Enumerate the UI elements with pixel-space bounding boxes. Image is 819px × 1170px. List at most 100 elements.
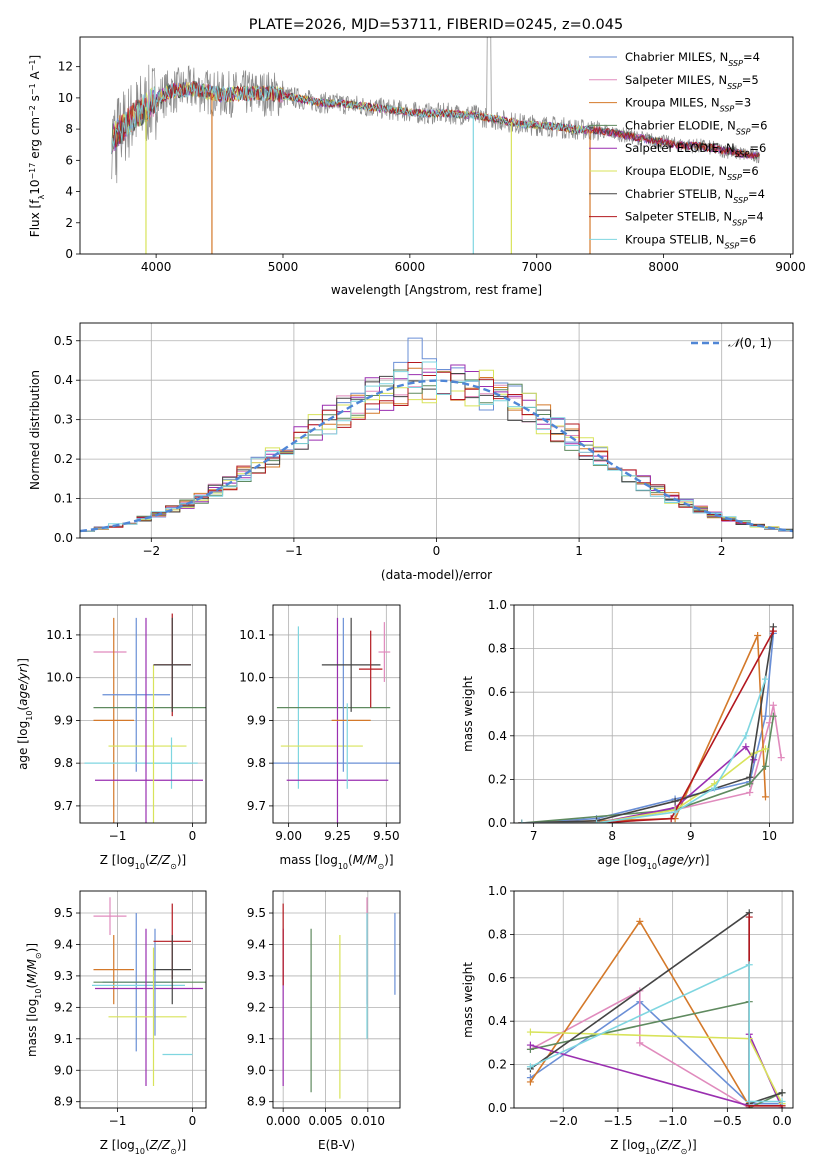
x-axis-label: (data-model)/error <box>381 568 492 582</box>
x-tick-label: 0.0 <box>773 1114 792 1128</box>
y-tick-label: 9.7 <box>247 799 266 813</box>
plot-area <box>111 37 761 254</box>
x-tick-label: 6000 <box>395 260 426 274</box>
panel-spectrum: 4000 5000 6000 7000 8000 9000 0 2 4 6 8 10 12 wavelen… <box>28 36 806 297</box>
legend-entry-kroupa-miles: Kroupa MILES, NSSP=3 <box>625 96 751 114</box>
series-marker-kroupa-miles <box>526 1078 534 1086</box>
x-tick-label: −2 <box>142 544 160 558</box>
x-tick-label: 4000 <box>141 260 172 274</box>
series-marker-chabrier-elodie <box>769 712 777 720</box>
series-marker-salpeter-stelib <box>769 627 777 635</box>
x-tick-label: 9.00 <box>275 829 302 843</box>
y-tick-label: 10 <box>58 91 73 105</box>
plot-area <box>526 909 786 1108</box>
panel-ebv-mass: 0.000 0.005 0.010 8.9 9.0 9.1 9.2 9.3 9.4 9.5 E(B-… <box>247 890 401 1152</box>
y-tick-label: 9.1 <box>247 1032 266 1046</box>
series-marker-kroupa-stelib <box>745 961 753 969</box>
series-marker-kroupa-stelib <box>518 819 526 823</box>
x-tick-label: 7 <box>530 829 538 843</box>
legend-entry-chabrier-elodie: Chabrier ELODIE, NSSP=6 <box>625 118 767 136</box>
x-axis-label: Z [log10(Z/Z⊙)] <box>100 853 186 871</box>
y-tick-label: 9.9 <box>247 713 266 727</box>
legend-entry-chabrier-stelib: Chabrier STELIB, NSSP=4 <box>625 187 765 205</box>
x-tick-label: −1 <box>109 1114 127 1128</box>
y-tick-label: 0.1 <box>54 492 73 506</box>
figure-title: PLATE=2026, MJD=53711, FIBERID=0245, z=0… <box>249 17 623 33</box>
y-tick-label: 10.0 <box>46 671 73 685</box>
y-tick-label: 0.0 <box>488 816 507 830</box>
y-tick-label: 0.6 <box>488 685 507 699</box>
axes-frame <box>79 36 794 255</box>
y-tick-label: 10.1 <box>46 628 73 642</box>
series-marker-salpeter-stelib <box>745 913 753 921</box>
x-tick-label: −2.0 <box>549 1114 578 1128</box>
series-line-kroupa-miles <box>521 635 767 823</box>
panel-Z-mass: −1 0 8.9 9.0 9.1 9.2 9.3 9.4 9.5 Z [log10(Z/Z⊙)] m… <box>25 890 207 1156</box>
y-tick-label: 9.2 <box>54 1000 73 1014</box>
series-marker-kroupa-miles <box>754 632 762 640</box>
y-axis-label: mass [log10(M/M⊙)] <box>25 943 43 1057</box>
x-tick-label: 8 <box>608 829 616 843</box>
x-tick-label: 0.000 <box>266 1114 300 1128</box>
series-marker-kroupa-elodie <box>526 1028 534 1036</box>
series-marker-kroupa-stelib <box>745 1097 753 1105</box>
y-tick-label: 9.3 <box>247 969 266 983</box>
x-tick-label: 9 <box>687 829 695 843</box>
axes-frame <box>79 604 207 824</box>
plot-area <box>92 897 206 1086</box>
series-marker-kroupa-stelib <box>671 808 679 816</box>
x-tick-label: 9000 <box>775 260 806 274</box>
panel-Z-age: −1 0 9.7 9.8 9.9 10.0 10.1 Z [log10(Z/Z⊙)] age [… <box>16 604 207 871</box>
legend: Chabrier MILES, NSSP=4 Salpeter MILES, NS… <box>589 50 767 250</box>
y-tick-label: 4 <box>65 185 73 199</box>
y-tick-label: 9.9 <box>54 713 73 727</box>
panel-mass-age: 9.00 9.25 9.50 9.7 9.8 9.9 10.0 10.1 mass [log10… <box>239 604 401 871</box>
y-tick-label: 1.0 <box>488 598 507 612</box>
y-tick-label: 9.7 <box>54 799 73 813</box>
x-tick-label: −0.5 <box>713 1114 742 1128</box>
y-tick-label: 0.2 <box>488 1058 507 1072</box>
series-line-kroupa-elodie <box>521 748 766 823</box>
series-marker-chabrier-elodie <box>746 780 754 788</box>
legend-entry-kroupa-stelib: Kroupa STELIB, NSSP=6 <box>625 232 756 250</box>
normal-curve <box>80 379 793 533</box>
series-line-kroupa-stelib <box>530 963 783 1103</box>
y-tick-label: 8.9 <box>54 1095 73 1109</box>
y-tick-label: 8.9 <box>247 1095 266 1109</box>
legend-entry-salpeter-miles: Salpeter MILES, NSSP=5 <box>625 73 759 91</box>
y-tick-label: 2 <box>65 216 73 230</box>
x-tick-label: 9.50 <box>373 829 400 843</box>
series-marker-kroupa-elodie <box>761 745 769 753</box>
x-tick-label: −1.0 <box>658 1114 687 1128</box>
x-tick-label: 1 <box>575 544 583 558</box>
y-tick-label: 0.5 <box>54 334 73 348</box>
series-marker-kroupa-miles <box>636 917 644 925</box>
x-tick-label: 0.010 <box>351 1114 385 1128</box>
x-axis-label: mass [log10(M/M⊙)] <box>279 853 393 871</box>
axes-frame <box>272 604 401 824</box>
panel-residuals: −2 −1 0 1 2 0.0 0.1 0.2 0.3 0.4 0.5 (data-model)/er… <box>28 322 794 582</box>
y-tick-label: 0.4 <box>488 729 507 743</box>
series-marker-salpeter-elodie <box>742 743 750 751</box>
x-tick-label: 2 <box>718 544 726 558</box>
series-marker-salpeter-miles <box>769 701 777 709</box>
legend-entry-salpeter-elodie: Salpeter ELODIE, NSSP=6 <box>625 141 766 159</box>
series-marker-kroupa-stelib <box>761 675 769 683</box>
y-tick-label: 0.2 <box>488 772 507 786</box>
y-tick-label: 9.0 <box>247 1063 266 1077</box>
x-tick-label: 0 <box>189 1114 197 1128</box>
series-marker-chabrier-miles <box>761 712 769 720</box>
y-axis-label: Normed distribution <box>28 370 42 490</box>
legend-entry-salpeter-stelib: Salpeter STELIB, NSSP=4 <box>625 210 764 228</box>
series-marker-salpeter-elodie <box>526 1041 534 1049</box>
legend-entry-chabrier-miles: Chabrier MILES, NSSP=4 <box>625 50 760 68</box>
series-marker-kroupa-stelib <box>778 1097 786 1105</box>
y-tick-label: 9.2 <box>247 1000 266 1014</box>
y-tick-label: 0.4 <box>488 1014 507 1028</box>
series-marker-kroupa-stelib <box>593 819 601 823</box>
series-line-chabrier-miles <box>521 633 775 823</box>
x-axis-label: age [log10(age/yr)] <box>598 853 710 871</box>
axes-frame <box>513 604 794 824</box>
x-axis-label: wavelength [Angstrom, rest frame] <box>331 283 542 297</box>
